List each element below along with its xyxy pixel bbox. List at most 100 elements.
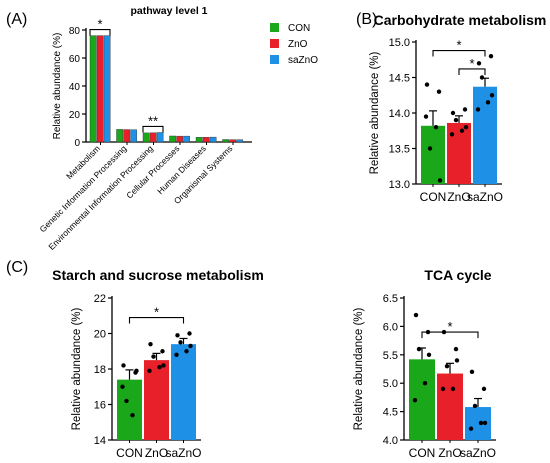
data-point-saZnO bbox=[489, 93, 495, 98]
data-point-CON bbox=[124, 398, 129, 404]
y-tick-label: 14 bbox=[94, 435, 106, 447]
data-point-saZnO bbox=[482, 420, 488, 426]
y-tick-label: 20 bbox=[69, 110, 81, 121]
panel-label-a: (A) bbox=[6, 11, 27, 28]
bar-saZnO bbox=[473, 86, 497, 184]
significance-marker: * bbox=[154, 305, 159, 320]
legend-label-saZnO: saZnO bbox=[288, 55, 318, 66]
bar-saZnO bbox=[183, 135, 190, 143]
y-tick-label: 4.0 bbox=[383, 435, 398, 447]
significance-marker: * bbox=[456, 38, 461, 53]
significance-bracket bbox=[458, 68, 486, 75]
significance-marker: * bbox=[447, 319, 452, 334]
x-tick-label: ZnO bbox=[438, 446, 461, 460]
bar-ZnO bbox=[96, 35, 104, 143]
y-tick-label: 13.5 bbox=[389, 144, 410, 156]
data-point-saZnO bbox=[468, 426, 474, 431]
bar-CON bbox=[89, 35, 97, 143]
bar-CON bbox=[421, 125, 445, 184]
chart-title: Carbohydrate metabolism bbox=[374, 12, 547, 28]
data-point-saZnO bbox=[488, 54, 494, 59]
data-point-CON bbox=[134, 368, 139, 373]
significance-marker: * bbox=[469, 56, 474, 71]
chart-title: Starch and sucrose metabolism bbox=[52, 267, 264, 283]
data-point-saZnO bbox=[469, 369, 475, 375]
bar-CON bbox=[116, 129, 123, 143]
y-tick-label: 20 bbox=[94, 329, 106, 341]
panel-label-b: (B) bbox=[356, 11, 377, 28]
chart-title: TCA cycle bbox=[424, 267, 491, 283]
y-tick-label: 14.5 bbox=[389, 73, 410, 85]
data-point-saZnO bbox=[174, 352, 179, 357]
significance-marker: * bbox=[97, 17, 102, 32]
data-point-saZnO bbox=[475, 107, 481, 112]
bar-ZnO bbox=[144, 360, 169, 440]
data-point-CON bbox=[412, 398, 418, 403]
legend-label-ZnO: ZnO bbox=[288, 39, 308, 50]
y-tick-label: 6.0 bbox=[383, 321, 398, 333]
y-tick-label: 80 bbox=[69, 26, 81, 37]
data-point-saZnO bbox=[178, 340, 183, 345]
y-tick-label: 5.5 bbox=[383, 350, 398, 362]
data-point-ZnO bbox=[161, 363, 166, 368]
data-point-ZnO bbox=[151, 354, 156, 359]
data-point-ZnO bbox=[459, 128, 465, 133]
y-axis-label: Relative abundance (%) bbox=[71, 307, 83, 430]
data-point-ZnO bbox=[462, 107, 468, 112]
bar-ZnO bbox=[176, 135, 183, 143]
x-tick-label: CON bbox=[409, 446, 436, 460]
data-point-saZnO bbox=[188, 343, 193, 349]
bar-ZnO bbox=[437, 373, 463, 440]
data-point-ZnO bbox=[157, 365, 162, 370]
x-tick-label: CON bbox=[116, 446, 143, 460]
x-tick-label: saZnO bbox=[165, 446, 201, 460]
y-axis-label: Relative abundance (%) bbox=[369, 51, 381, 174]
y-axis-label: Relative abundance (%) bbox=[52, 33, 63, 140]
bar-saZnO bbox=[130, 129, 137, 143]
significance-bracket bbox=[421, 331, 479, 339]
chart-starch-sucrose-metabolism: Starch and sucrose metabolism 14 16 18 20 22 R… bbox=[52, 267, 264, 460]
significance-bracket bbox=[432, 49, 486, 57]
chart-tca-cycle: TCA cycle 4.0 4.5 5.0 5.5 6.0 6.5 Relative abun… bbox=[353, 267, 496, 460]
data-point-saZnO bbox=[187, 331, 192, 336]
bar-ZnO bbox=[123, 129, 130, 143]
data-point-ZnO bbox=[160, 349, 165, 354]
x-tick-label: ZnO bbox=[447, 190, 470, 204]
data-point-CON bbox=[437, 178, 443, 183]
data-point-ZnO bbox=[450, 386, 456, 392]
chart-title: pathway level 1 bbox=[130, 5, 207, 17]
data-point-CON bbox=[130, 412, 135, 418]
bar-CON bbox=[222, 139, 229, 143]
bar-ZnO bbox=[229, 139, 236, 143]
data-point-ZnO bbox=[450, 110, 456, 116]
y-tick-label: 15.0 bbox=[389, 37, 410, 49]
data-point-ZnO bbox=[453, 117, 459, 123]
data-point-ZnO bbox=[440, 386, 446, 392]
data-point-saZnO bbox=[472, 403, 478, 409]
data-point-saZnO bbox=[175, 333, 180, 338]
y-tick-label: 40 bbox=[69, 82, 81, 93]
significance-bracket bbox=[128, 316, 185, 324]
data-point-ZnO bbox=[463, 125, 469, 130]
bar-saZnO bbox=[209, 136, 217, 143]
x-tick-label: Environmental Information Processing bbox=[46, 143, 155, 252]
data-point-CON bbox=[423, 114, 429, 119]
legend-swatch-saZnO bbox=[270, 55, 279, 64]
bar-CON bbox=[195, 137, 203, 143]
data-point-CON bbox=[427, 146, 433, 151]
data-point-saZnO bbox=[184, 349, 189, 354]
x-tick-label: saZnO bbox=[460, 446, 496, 460]
bar-ZnO bbox=[149, 132, 157, 143]
y-tick-label: 4.5 bbox=[383, 407, 398, 419]
bar-CON bbox=[142, 132, 150, 143]
data-point-CON bbox=[436, 89, 442, 94]
bar-saZnO bbox=[236, 139, 243, 143]
data-point-CON bbox=[416, 346, 422, 352]
data-point-CON bbox=[413, 312, 419, 318]
significance-marker: ** bbox=[148, 113, 158, 128]
data-point-CON bbox=[422, 381, 428, 386]
y-tick-label: 18 bbox=[94, 364, 106, 376]
data-point-ZnO bbox=[454, 358, 460, 363]
y-tick-label: 6.5 bbox=[383, 293, 398, 305]
x-tick-label: saZnO bbox=[467, 190, 503, 204]
